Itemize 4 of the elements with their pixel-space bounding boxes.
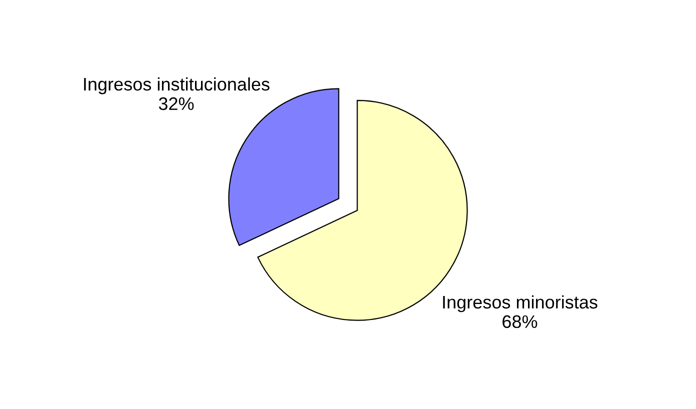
data-label: 68%	[502, 315, 538, 328]
slice-label: Ingresos institucionales	[84, 77, 270, 94]
data-label: 32%	[158, 97, 194, 110]
slice-label: Ingresos minoristas	[443, 295, 598, 312]
